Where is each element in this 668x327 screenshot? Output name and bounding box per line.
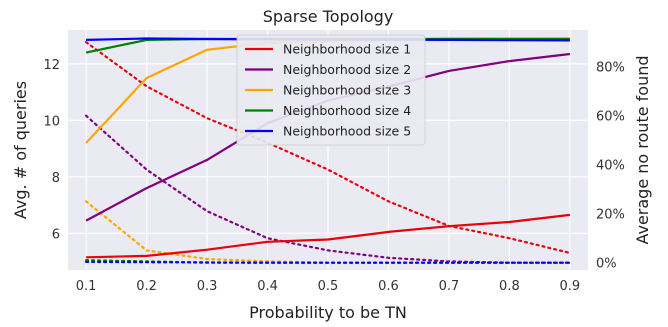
y-right-tick-label: 80% xyxy=(596,61,625,76)
x-tick-label: 0.5 xyxy=(318,279,339,294)
legend-label: Neighborhood size 2 xyxy=(283,62,411,77)
y-left-tick-label: 8 xyxy=(52,171,60,186)
y-right-tick-label: 20% xyxy=(596,208,625,223)
x-tick-label: 0.4 xyxy=(257,279,278,294)
grid xyxy=(68,30,588,270)
y-left-tick-label: 10 xyxy=(43,114,60,129)
x-tick-label: 0.7 xyxy=(439,279,460,294)
y-axis-right-label: Average no route found xyxy=(633,55,652,244)
chart-title: Sparse Topology xyxy=(263,7,394,26)
y-left-tick-label: 12 xyxy=(43,58,60,73)
no-route-line-series-1 xyxy=(84,41,572,254)
x-tick-label: 0.9 xyxy=(560,279,581,294)
query-line-series-1 xyxy=(86,213,571,259)
legend-box xyxy=(236,34,426,146)
x-tick-label: 0.8 xyxy=(499,279,520,294)
legend: Neighborhood size 1 Neighborhood size 2 Ne… xyxy=(236,34,426,146)
x-tick-label: 0.3 xyxy=(197,279,218,294)
legend-label: Neighborhood size 3 xyxy=(283,83,411,98)
legend-label: Neighborhood size 1 xyxy=(283,42,411,57)
no-route-line-series-5 xyxy=(84,260,572,264)
legend-label: Neighborhood size 5 xyxy=(283,124,411,139)
y-right-tick-label: 60% xyxy=(596,110,625,125)
x-axis-label: Probability to be TN xyxy=(249,303,407,322)
y-axis-left-label: Avg. # of queries xyxy=(11,81,30,219)
x-tick-label: 0.2 xyxy=(136,279,157,294)
x-tick-label: 0.1 xyxy=(76,279,97,294)
y-axis-right-ticks: 0% 20% 40% 60% 80% xyxy=(596,61,625,272)
legend-label: Neighborhood size 4 xyxy=(283,103,411,118)
y-right-tick-label: 0% xyxy=(596,257,617,272)
y-right-tick-label: 40% xyxy=(596,159,625,174)
y-left-tick-label: 6 xyxy=(52,227,60,242)
x-axis-ticks: 0.1 0.2 0.3 0.4 0.5 0.6 0.7 0.8 0.9 xyxy=(76,279,580,294)
x-tick-label: 0.6 xyxy=(378,279,399,294)
y-axis-left-ticks: 6 8 10 12 xyxy=(43,58,60,242)
